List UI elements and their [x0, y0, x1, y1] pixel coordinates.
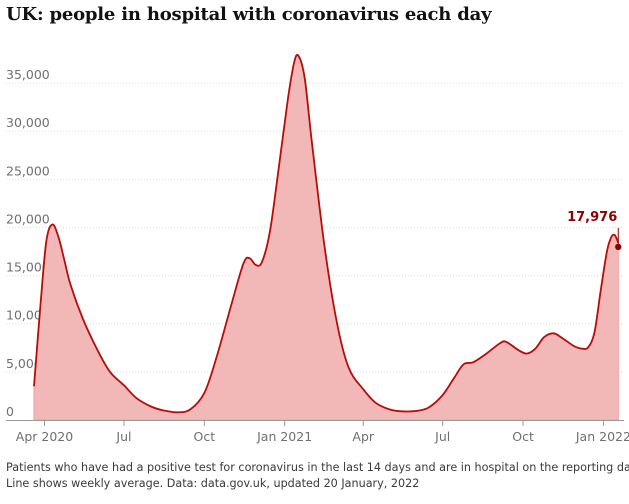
x-tick-label: Jan 2021	[256, 429, 312, 444]
latest-value-callout: 17,976	[567, 210, 622, 251]
x-tick-label: Jul	[434, 429, 450, 444]
x-axis-ticks	[43, 420, 604, 426]
latest-value-dot	[615, 243, 622, 251]
chart-title: UK: people in hospital with coronavirus …	[6, 4, 492, 25]
y-tick-label: 25,000	[6, 163, 50, 178]
x-tick-label: Jan 2022	[575, 429, 629, 444]
x-tick-label: Oct	[512, 429, 534, 444]
y-axis-labels: 05,00010,00015,00020,00025,00030,00035,0…	[6, 67, 50, 419]
x-tick-label: Apr	[352, 429, 374, 444]
x-tick-label: Apr 2020	[16, 429, 73, 444]
footnote: Patients who have had a positive test fo…	[6, 460, 629, 492]
y-tick-label: 15,000	[6, 260, 50, 275]
y-tick-label: 5,000	[6, 356, 42, 371]
y-tick-label: 20,000	[6, 211, 50, 226]
footnote-line-2: Line shows weekly average. Data: data.go…	[6, 477, 420, 490]
x-tick-label: Oct	[193, 429, 215, 444]
y-tick-label: 35,000	[6, 67, 50, 82]
x-tick-label: Jul	[115, 429, 131, 444]
weekly-average-line	[33, 53, 620, 414]
footnote-line-1: Patients who have had a positive test fo…	[6, 461, 629, 474]
daily-values-area	[33, 54, 619, 421]
y-tick-label: 0	[6, 404, 14, 419]
y-tick-label: 30,000	[6, 115, 50, 130]
latest-value-label: 17,976	[567, 210, 617, 225]
x-axis-labels: Apr 2020 Jul Oct Jan 2021 Apr Jul Oct Jan 2022	[16, 429, 629, 444]
